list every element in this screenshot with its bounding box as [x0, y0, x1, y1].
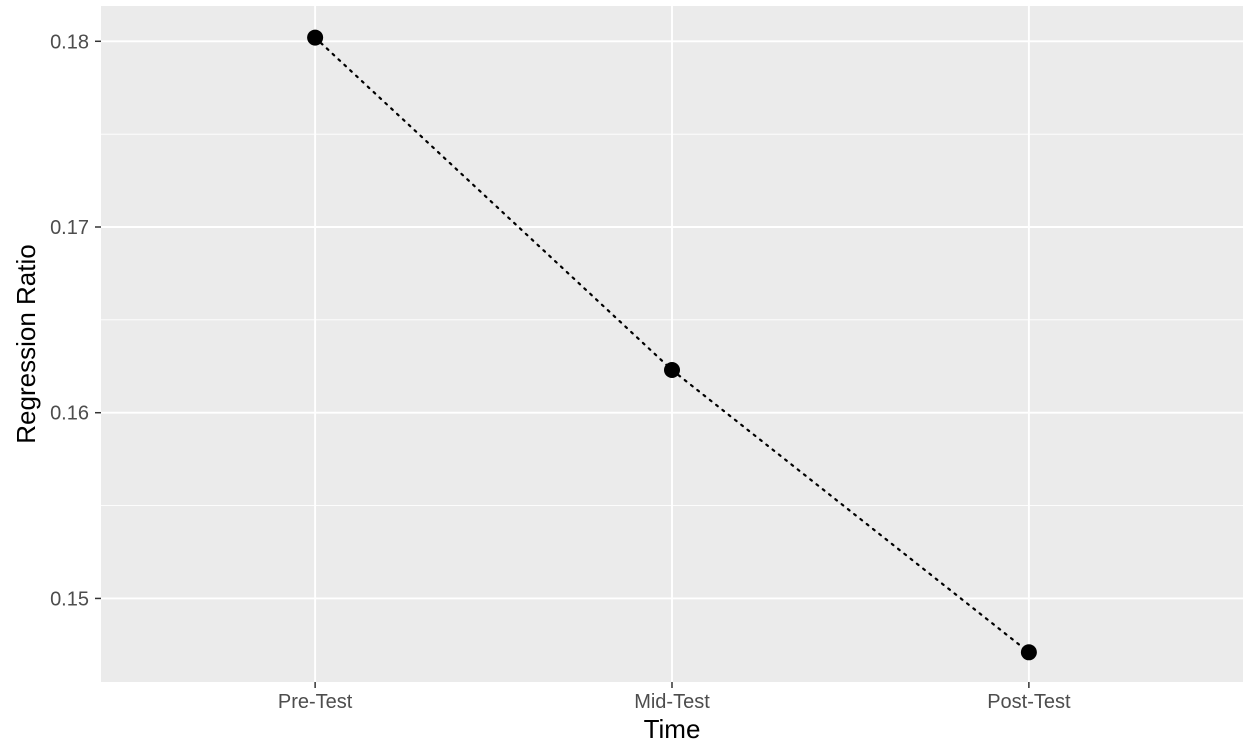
- x-tick-label: Post-Test: [987, 691, 1071, 713]
- x-axis-tick-labels: Pre-Test Mid-Test Post-Test: [278, 691, 1071, 713]
- x-tick-label: Mid-Test: [634, 691, 710, 713]
- x-axis-ticks: [314, 682, 1030, 688]
- y-tick-label: 0.17: [50, 217, 89, 239]
- x-tick-label: Pre-Test: [278, 691, 353, 713]
- major-gridlines: [101, 6, 1243, 682]
- data-point: [664, 362, 680, 378]
- data-points: [307, 29, 1037, 661]
- y-tick-label: 0.16: [50, 403, 89, 425]
- data-point: [1020, 644, 1037, 661]
- data-point: [307, 29, 324, 46]
- y-axis-title: Regression Ratio: [11, 244, 41, 443]
- y-tick-label: 0.18: [50, 31, 89, 53]
- y-tick-label: 0.15: [50, 588, 89, 610]
- y-axis-ticks: [95, 40, 101, 600]
- x-axis-title: Time: [644, 714, 701, 742]
- y-axis-tick-labels: 0.15 0.16 0.17 0.18: [50, 31, 89, 610]
